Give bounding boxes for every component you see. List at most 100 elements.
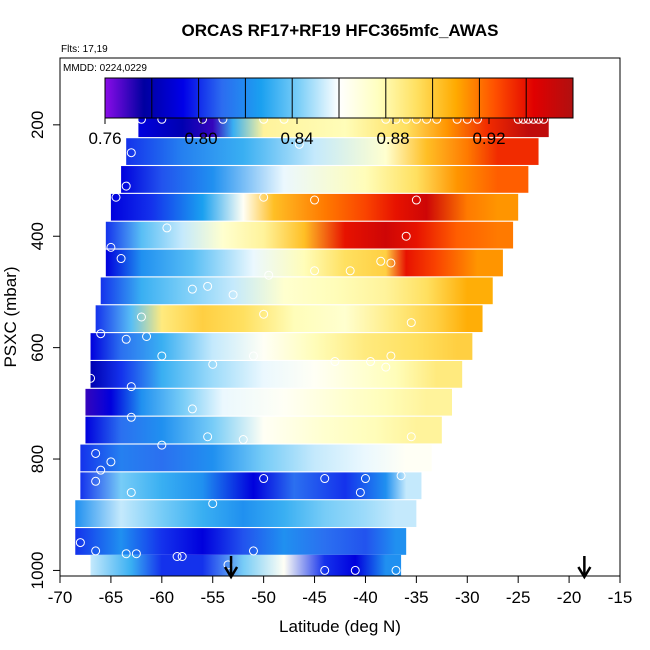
- data-band: [75, 528, 407, 555]
- data-band: [90, 361, 463, 388]
- data-band: [75, 500, 417, 527]
- y-axis-label: PSXC (mbar): [1, 266, 20, 367]
- data-band: [121, 166, 529, 193]
- sample-point: [259, 474, 269, 484]
- colorbar-tick-label: 0.88: [376, 129, 409, 148]
- sample-point: [411, 195, 421, 205]
- sample-point: [116, 254, 126, 264]
- sample-point: [259, 309, 269, 319]
- sample-point: [91, 546, 101, 556]
- y-tick-label: 400: [28, 222, 47, 250]
- sample-point: [96, 201, 106, 211]
- x-tick-label: -60: [150, 588, 175, 607]
- sample-point: [157, 351, 167, 361]
- sample-point: [264, 270, 274, 280]
- data-band: [80, 444, 432, 472]
- data-band: [90, 554, 402, 576]
- sample-point: [126, 148, 136, 158]
- sample-point: [208, 359, 218, 369]
- data-band: [85, 388, 453, 416]
- dates-note: MMDD: 0224,0229: [63, 63, 147, 74]
- data-band: [126, 138, 539, 165]
- sample-point: [259, 192, 269, 202]
- sample-point: [366, 357, 376, 367]
- x-tick-label: -40: [353, 588, 378, 607]
- sample-point: [391, 565, 401, 575]
- x-tick-label: -55: [200, 588, 225, 607]
- x-tick-label: -30: [455, 588, 480, 607]
- sample-point: [238, 435, 248, 445]
- sample-point: [396, 471, 406, 481]
- x-tick-label: -50: [251, 588, 276, 607]
- sample-point: [142, 331, 152, 341]
- x-tick-label: -35: [404, 588, 429, 607]
- data-band: [105, 221, 514, 249]
- colorbar-tick-label: 0.84: [280, 129, 313, 148]
- x-tick-label: -15: [608, 588, 633, 607]
- sample-point: [187, 404, 197, 414]
- sample-point: [86, 373, 96, 383]
- sample-point: [162, 223, 172, 233]
- sample-point: [96, 329, 106, 339]
- x-tick-label: -45: [302, 588, 327, 607]
- y-tick-label: 1000: [28, 552, 47, 590]
- sample-point: [203, 281, 213, 291]
- sample-point: [136, 312, 146, 322]
- data-band: [85, 416, 442, 444]
- x-tick-label: -20: [557, 588, 582, 607]
- sample-point: [177, 552, 187, 562]
- colorbar-tick-label: 0.92: [472, 129, 505, 148]
- sample-point: [228, 290, 238, 300]
- y-tick-label: 800: [28, 445, 47, 473]
- sample-point: [248, 546, 258, 556]
- chart-title: ORCAS RF17+RF19 HFC365mfc_AWAS: [182, 21, 499, 40]
- sample-point: [386, 258, 396, 268]
- x-tick-label: -70: [48, 588, 73, 607]
- arrow-markers: [223, 556, 592, 580]
- sample-point: [401, 231, 411, 241]
- sample-point: [350, 565, 360, 575]
- sample-point: [360, 474, 370, 484]
- x-axis-label: Latitude (deg N): [279, 617, 401, 636]
- sample-point: [75, 538, 85, 548]
- sample-point: [131, 549, 141, 559]
- sample-point: [203, 432, 213, 442]
- y-axis: 200 400 600 800 1000: [28, 111, 60, 590]
- y-tick-label: 200: [28, 111, 47, 139]
- x-axis: -70 -65 -60 -55 -50 -45 -40 -35 -30 -25 -20 -15: [48, 576, 633, 607]
- data-band: [105, 249, 503, 277]
- sample-point: [91, 476, 101, 486]
- sample-point: [208, 499, 218, 509]
- arrow-marker: [223, 556, 239, 580]
- sample-point: [320, 565, 330, 575]
- sample-point: [355, 487, 365, 497]
- sample-point: [121, 549, 131, 559]
- sample-point: [294, 139, 304, 149]
- data-band: [90, 333, 473, 360]
- data-band: [110, 193, 519, 221]
- sample-point: [248, 351, 258, 361]
- arrow-marker: [577, 556, 592, 580]
- data-band: [80, 472, 422, 500]
- sample-point: [376, 256, 386, 266]
- sample-point: [111, 192, 121, 202]
- sample-point: [381, 362, 391, 372]
- sample-point: [330, 357, 340, 367]
- sample-point: [91, 448, 101, 458]
- colorbar: 0.76 0.80 0.84 0.88 0.92: [88, 77, 574, 148]
- x-tick-label: -65: [99, 588, 124, 607]
- sample-point: [126, 487, 136, 497]
- sample-point: [406, 432, 416, 442]
- sample-point: [172, 552, 182, 562]
- sample-point: [187, 284, 197, 294]
- data-bands: [75, 110, 549, 576]
- sample-point: [121, 334, 131, 344]
- data-band: [95, 305, 483, 333]
- sample-point: [406, 318, 416, 328]
- colorbar-tick-label: 0.80: [184, 129, 217, 148]
- sample-point: [121, 181, 131, 191]
- y-tick-label: 600: [28, 333, 47, 361]
- sample-point: [345, 266, 355, 276]
- sample-point: [320, 474, 330, 484]
